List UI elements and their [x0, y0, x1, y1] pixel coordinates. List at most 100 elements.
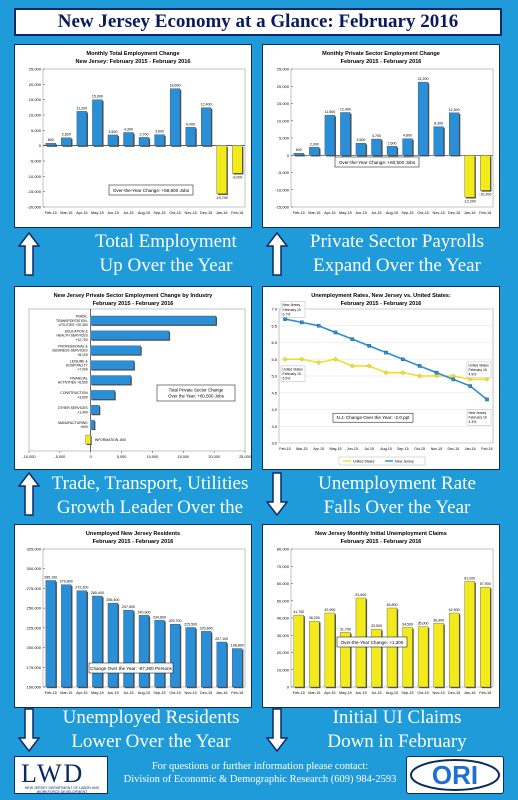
bar [340, 632, 351, 688]
chart-unemployment-rates: Unemployment Rates, New Jersey vs. Unite… [271, 293, 494, 466]
data-point [316, 324, 321, 328]
annotation-box [88, 662, 174, 674]
data-label: 4,700 [372, 134, 381, 138]
x-tick-label: Aug-15 [138, 211, 150, 215]
chart-panel-unemployment-rates: Unemployment Rates, New Jersey vs. Unite… [262, 286, 500, 470]
headline-trade-transport: Trade, Transport, Utilities Growth Leade… [42, 472, 258, 544]
x-tick-label: Oct-15 [169, 691, 180, 695]
data-point [316, 360, 322, 366]
data-point [451, 377, 456, 382]
data-label: 57,900 [480, 582, 491, 586]
data-label: 229,700 [169, 619, 182, 623]
x-tick-label: Dec-15 [200, 691, 212, 695]
data-label: 34,500 [402, 622, 413, 626]
data-label: 265,400 [91, 591, 104, 595]
data-label: -12,200 [464, 199, 476, 203]
bar [480, 586, 491, 688]
bar [185, 127, 196, 146]
category-label: UTILITIES +20,300 [59, 323, 88, 327]
bar [216, 145, 227, 194]
x-tick-label: Nov-15 [184, 691, 196, 695]
bar [90, 420, 95, 430]
bar [371, 138, 382, 156]
x-tick-label: Dec-15 [448, 691, 460, 695]
data-point [417, 373, 423, 379]
category-label: +7,000 [77, 368, 88, 372]
y-tick-label: 7.0 [271, 307, 277, 312]
bar [340, 112, 351, 156]
y-tick-label: 15,000 [277, 101, 290, 106]
data-label: 12,400 [201, 103, 212, 107]
chart-title: New Jersey Monthly Initial Unemployment … [315, 531, 447, 537]
annotation-box [336, 636, 408, 648]
data-point [383, 370, 389, 376]
chart-title: New Jersey: February 2015 - February 201… [75, 59, 190, 65]
annotation-text: Over-the-Year Change: +59,800 Jobs [113, 188, 190, 193]
callout-text: February 16 [469, 368, 487, 372]
x-tick-label: Jan-16 [464, 211, 476, 215]
y-tick-label: -15,000 [275, 205, 289, 210]
category-label: LEISURE & [70, 359, 88, 363]
x-tick-label: Feb-16 [231, 211, 243, 215]
bar [45, 143, 56, 146]
data-label: 2,700 [140, 132, 149, 136]
x-tick-label: Dec-15 [448, 447, 460, 451]
chart-title: February 2015 - February 2016 [341, 301, 422, 307]
headline-line: Unemployment Rate [318, 473, 476, 494]
bar [138, 615, 150, 688]
bar [92, 99, 103, 146]
x-tick-label: Sep-15 [153, 691, 165, 695]
data-label: 285,100 [44, 575, 57, 579]
y-tick-label: 0 [287, 685, 290, 690]
data-label: 600 [296, 148, 302, 152]
data-point [299, 356, 305, 362]
headline-line: Unemployed Residents [62, 707, 240, 728]
x-tick-label: Sep-15 [153, 211, 165, 215]
chart-industry-change: New Jersey Private Sector Employment Cha… [23, 293, 251, 459]
bar [76, 111, 87, 146]
x-tick-label: Feb-15 [293, 211, 305, 215]
bar [309, 147, 320, 156]
bar [355, 143, 367, 156]
data-label: 8,300 [434, 122, 443, 126]
x-tick-label: Aug-15 [380, 447, 392, 451]
chart-title: February 2015 - February 2016 [341, 59, 422, 65]
chart-total-employment: Monthly Total Employment Change New Jerse… [27, 51, 246, 215]
callout-text: New Jersey [283, 303, 301, 307]
x-tick-label: Sep-15 [401, 691, 413, 695]
bar [90, 330, 170, 340]
chart-title: Unemployed New Jersey Residents [86, 531, 180, 537]
y-tick-label: -5,000 [278, 170, 290, 175]
data-point [401, 357, 405, 362]
category-label: +600 [80, 425, 88, 429]
bar [417, 626, 429, 688]
page-title-bar: New Jersey Economy at a Glance: February… [14, 8, 502, 36]
data-label: 2,600 [62, 133, 71, 137]
footer-line: Division of Economic & Demographic Resea… [123, 774, 397, 785]
annotation-text: Over-the-Year Change: +60,500 Jobs [339, 160, 416, 165]
data-point [434, 373, 439, 379]
x-tick-label: Feb-15 [45, 211, 57, 215]
data-label: 21,200 [418, 77, 429, 81]
y-tick-label: 80,000 [277, 547, 290, 552]
data-label: 198,800 [231, 644, 244, 648]
data-point [400, 370, 406, 376]
data-label: 42,900 [324, 608, 335, 612]
data-label: 2,600 [388, 141, 397, 145]
data-label: 61,200 [464, 576, 475, 580]
annotation-box [332, 412, 414, 423]
bar [90, 375, 131, 385]
bar [154, 620, 165, 688]
bar [138, 137, 150, 146]
category-label: +1,400 [77, 410, 88, 414]
bar [154, 134, 165, 146]
x-tick-label: Jun-15 [355, 211, 367, 215]
y-tick-label: 6.5 [271, 323, 277, 328]
data-label: 38,200 [309, 616, 320, 620]
y-tick-label: 40,000 [277, 616, 290, 621]
y-tick-label: 250,000 [27, 606, 42, 611]
x-tick-label: 10,000 [147, 455, 159, 459]
data-label: 6,000 [186, 122, 195, 126]
headline-line: Initial UI Claims [332, 707, 462, 728]
data-label: 225,500 [184, 622, 197, 626]
